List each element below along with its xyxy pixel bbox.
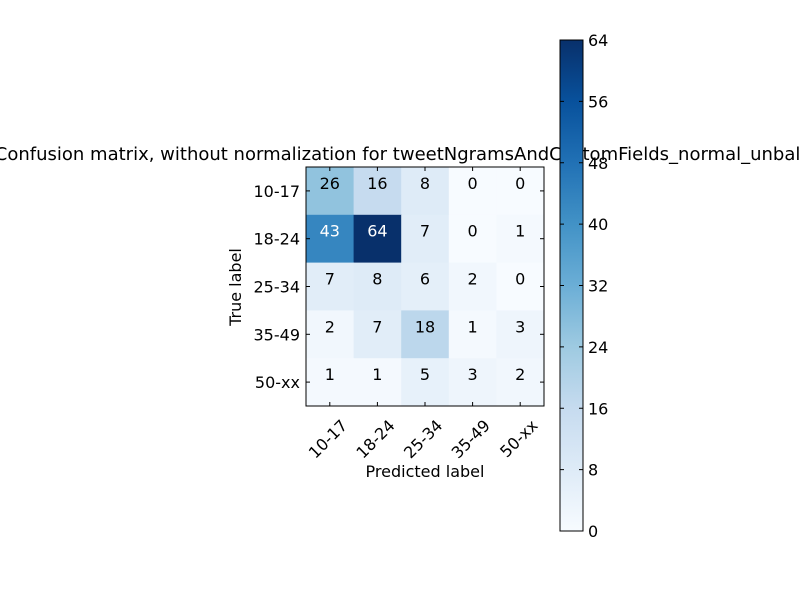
cell-value-label: 2 (468, 270, 478, 289)
heatmap-cell (496, 358, 545, 407)
heatmap-cell (401, 167, 450, 216)
colorbar-tick-label: 40 (588, 215, 608, 234)
heatmap-cell (353, 310, 402, 359)
heatmap-cell (306, 358, 355, 407)
x-tick-labels: 10-17 18-24 25-34 35-49 50-xx (305, 416, 542, 462)
heatmap-cell (353, 262, 402, 311)
colorbar-tick-label: 56 (588, 92, 608, 111)
x-tick-label: 35-49 (448, 416, 494, 462)
colorbar-tick-label: 32 (588, 277, 608, 296)
cell-value-label: 0 (515, 174, 525, 193)
cell-value-label: 3 (515, 317, 525, 336)
heatmap-cell (401, 358, 450, 407)
cell-value-label: 3 (468, 365, 478, 384)
x-tick-label: 10-17 (305, 416, 351, 462)
heatmap-cell (496, 214, 545, 264)
cell-value-label: 2 (325, 317, 335, 336)
heatmap-cell (306, 214, 355, 264)
cell-value-label: 18 (415, 317, 435, 336)
colorbar-tick-label: 8 (588, 461, 598, 480)
cell-value-label: 64 (367, 222, 387, 241)
heatmap-cell (448, 167, 497, 216)
cell-value-label: 2 (515, 365, 525, 384)
heatmap-cell (448, 214, 497, 264)
cell-value-label: 26 (320, 174, 340, 193)
colorbar-tick-label: 16 (588, 399, 608, 418)
y-tick-label: 50-xx (255, 373, 300, 392)
heatmap-cell (353, 167, 402, 216)
y-tick-label: 18-24 (254, 230, 301, 249)
cell-value-label: 0 (468, 222, 478, 241)
cell-value-label: 0 (515, 270, 525, 289)
heatmap-cells (306, 167, 545, 407)
x-tick-label: 25-34 (400, 416, 446, 462)
heatmap-cell (401, 262, 450, 311)
heatmap-cell (401, 214, 450, 264)
heatmap-cell (448, 262, 497, 311)
cell-value-label: 1 (468, 317, 478, 336)
cell-value-label: 8 (420, 174, 430, 193)
cell-value-label: 1 (515, 222, 525, 241)
cell-value-label: 5 (420, 365, 430, 384)
cell-value-label: 8 (372, 270, 382, 289)
cell-value-label: 6 (420, 270, 430, 289)
colorbar-tick-label: 64 (588, 31, 608, 50)
colorbar-tick-label: 48 (588, 154, 608, 173)
axis-ticks (306, 167, 544, 406)
heatmap-cell (306, 310, 355, 359)
colorbar-ticks (560, 39, 583, 532)
x-tick-label: 50-xx (496, 416, 541, 461)
cell-value-labels: 26 16 8 0 0 43 64 7 0 1 7 8 6 2 0 2 7 18 1 3 1 1 5 3 2 (320, 174, 526, 384)
heatmap-cell (496, 167, 545, 216)
colorbar-tick-label: 24 (588, 338, 608, 357)
cell-value-label: 1 (372, 365, 382, 384)
heatmap-cell (353, 358, 402, 407)
cell-value-label: 7 (372, 317, 382, 336)
colorbar-tick-labels: 0 8 16 24 32 40 48 56 64 (588, 31, 608, 541)
cell-value-label: 0 (468, 174, 478, 193)
cell-value-label: 7 (325, 270, 335, 289)
heatmap-cell (496, 310, 545, 359)
y-axis-label: True label (226, 248, 245, 327)
heatmap-cell (353, 214, 402, 264)
chart-title: Confusion matrix, without normalization … (0, 144, 800, 165)
cell-value-label: 1 (325, 365, 335, 384)
cell-value-label: 16 (367, 174, 387, 193)
heatmap-cell (448, 358, 497, 407)
heatmap-cell (448, 310, 497, 359)
y-tick-labels: 10-17 18-24 25-34 35-49 50-xx (254, 182, 301, 392)
x-tick-label: 18-24 (352, 416, 398, 462)
heatmap-cell (401, 310, 450, 359)
y-tick-label: 10-17 (254, 182, 301, 201)
colorbar-tick-label: 0 (588, 522, 598, 541)
heatmap-cell (306, 262, 355, 311)
heatmap-cell (306, 167, 355, 216)
x-axis-label: Predicted label (366, 462, 485, 481)
y-tick-label: 25-34 (254, 278, 301, 297)
cell-value-label: 43 (320, 222, 340, 241)
cell-value-label: 7 (420, 222, 430, 241)
heatmap-cell (496, 262, 545, 311)
y-tick-label: 35-49 (254, 325, 301, 344)
